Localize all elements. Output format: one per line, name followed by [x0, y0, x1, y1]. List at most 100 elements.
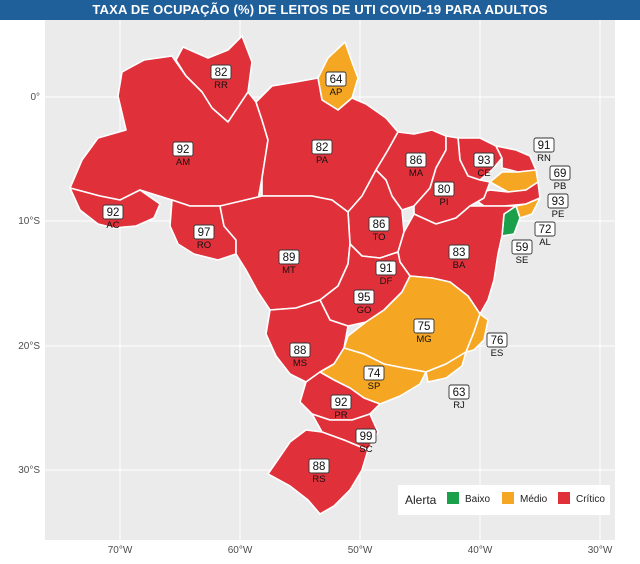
legend: Alerta Baixo Médio Crítico	[398, 485, 610, 515]
badge-box	[355, 428, 377, 444]
badge-value: 82	[316, 142, 329, 154]
badge-abbr: SE	[516, 255, 529, 266]
badge-abbr: GO	[357, 305, 372, 316]
badge-box	[193, 224, 215, 240]
badge-ap: 64 AP	[325, 71, 347, 98]
badge-box	[534, 221, 556, 237]
y-tick-label: 10°S	[18, 216, 40, 227]
badge-ma: 86 MA	[405, 152, 427, 179]
badge-al: 72 AL	[534, 221, 556, 248]
badge-value: 69	[554, 168, 567, 180]
badge-value: 88	[313, 461, 326, 473]
badge-pb: 69 PB	[549, 165, 571, 192]
badge-box	[102, 204, 124, 220]
badge-abbr: PA	[316, 155, 329, 166]
badge-abbr: MT	[282, 265, 296, 276]
state-es[interactable]	[465, 313, 489, 353]
badge-abbr: PR	[334, 410, 347, 421]
badge-value: 92	[177, 144, 190, 156]
badge-to: 86 TO	[368, 216, 390, 243]
badge-value: 86	[373, 219, 386, 231]
badge-abbr: RS	[312, 474, 325, 485]
badge-value: 93	[552, 196, 565, 208]
badge-box	[375, 260, 397, 276]
badge-abbr: DF	[380, 276, 393, 287]
legend-swatch-baixo	[447, 492, 459, 504]
badges-layer: 82 RR 64 AP 92 AM 82 PA 86 MA 93 CE	[102, 64, 571, 485]
legend-label-baixo: Baixo	[465, 494, 490, 505]
badge-box	[473, 152, 495, 168]
badge-value: 76	[491, 335, 504, 347]
badge-value: 59	[516, 242, 529, 254]
x-tick-label: 60°W	[228, 545, 253, 556]
y-tick-label: 0°	[30, 92, 40, 103]
badge-sc: 99 SC	[355, 428, 377, 455]
badge-value: 64	[330, 74, 343, 86]
badge-box	[405, 152, 427, 168]
states-layer	[69, 35, 541, 515]
badge-pe: 93 PE	[547, 193, 569, 220]
badge-box	[363, 365, 385, 381]
badge-box	[549, 165, 571, 181]
badge-value: 89	[283, 252, 296, 264]
badge-abbr: CE	[477, 168, 490, 179]
badge-box	[325, 71, 347, 87]
badge-rn: 91 RN	[533, 137, 555, 164]
legend-label-medio: Médio	[520, 494, 548, 505]
badge-abbr: PB	[554, 181, 567, 192]
badge-pr: 92 PR	[330, 394, 352, 421]
badge-box	[368, 216, 390, 232]
x-tick-label: 50°W	[348, 545, 373, 556]
badge-se: 59 SE	[511, 239, 533, 266]
badge-abbr: RJ	[453, 400, 465, 411]
badge-abbr: RR	[214, 80, 228, 91]
page-title: TAXA DE OCUPAÇÃO (%) DE LEITOS DE UTI CO…	[0, 0, 640, 20]
badge-value: 95	[358, 292, 371, 304]
badge-go: 95 GO	[353, 289, 375, 316]
badge-abbr: MS	[293, 358, 307, 369]
badge-box	[353, 289, 375, 305]
x-tick-label: 30°W	[588, 545, 613, 556]
legend-title: Alerta	[405, 493, 437, 507]
badge-abbr: SP	[368, 381, 381, 392]
badge-box	[308, 458, 330, 474]
badge-abbr: MA	[409, 168, 424, 179]
badge-ms: 88 MS	[289, 342, 311, 369]
badge-box	[330, 394, 352, 410]
state-rj[interactable]	[425, 351, 467, 383]
badge-abbr: RO	[197, 240, 211, 251]
badge-value: 72	[539, 224, 552, 236]
badge-abbr: AM	[176, 157, 190, 168]
badge-box	[311, 139, 333, 155]
legend-label-critico: Crítico	[576, 494, 605, 505]
badge-value: 74	[368, 368, 381, 380]
badge-value: 86	[410, 155, 423, 167]
badge-abbr: RN	[537, 153, 551, 164]
badge-abbr: AP	[330, 87, 343, 98]
badge-abbr: AL	[539, 237, 551, 248]
badge-mt: 89 MT	[278, 249, 300, 276]
badge-ac: 92 AC	[102, 204, 124, 231]
badge-rr: 82 RR	[210, 64, 232, 91]
badge-box	[172, 141, 194, 157]
badge-box	[448, 384, 470, 400]
badge-value: 91	[538, 140, 551, 152]
badge-pi: 80 PI	[433, 181, 455, 208]
badge-box	[547, 193, 569, 209]
badge-abbr: TO	[372, 232, 385, 243]
badge-box	[448, 244, 470, 260]
badge-box	[486, 332, 508, 348]
y-tick-label: 20°S	[18, 341, 40, 352]
badge-value: 75	[418, 321, 431, 333]
badge-value: 82	[215, 67, 228, 79]
badge-value: 83	[453, 247, 466, 259]
badge-abbr: PI	[440, 197, 449, 208]
x-tick-label: 40°W	[468, 545, 493, 556]
y-tick-label: 30°S	[18, 465, 40, 476]
legend-swatch-medio	[502, 492, 514, 504]
badge-value: 97	[198, 227, 211, 239]
badge-rs: 88 RS	[308, 458, 330, 485]
badge-rj: 63 RJ	[448, 384, 470, 411]
badge-box	[533, 137, 555, 153]
